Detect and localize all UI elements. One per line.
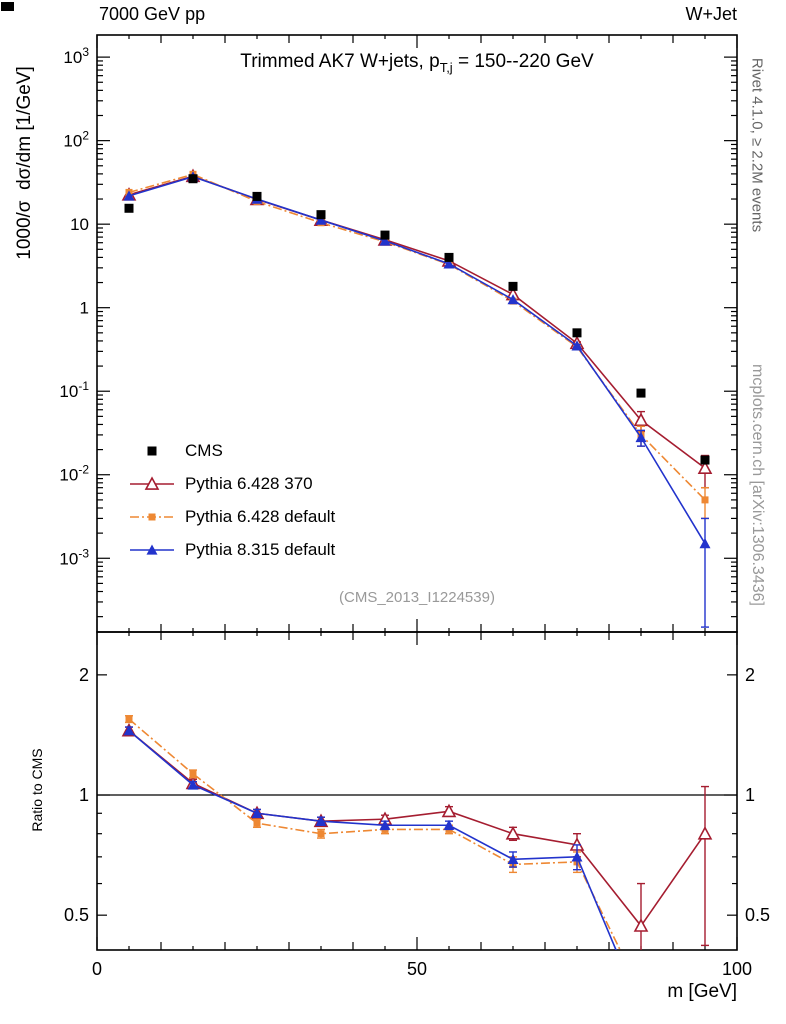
- svg-text:10-1: 10-1: [59, 379, 89, 401]
- x-axis-title: m [GeV]: [667, 981, 737, 1002]
- svg-text:1: 1: [745, 785, 755, 805]
- ratio-panel-series: [97, 715, 737, 950]
- legend-label-pythia6-default: Pythia 6.428 default: [185, 506, 336, 526]
- svg-text:103: 103: [63, 45, 89, 67]
- analysis-watermark: (CMS_2013_I1224539): [339, 589, 495, 606]
- plot-title: Trimmed AK7 W+jets, pT,j = 150--220 GeV: [97, 51, 737, 75]
- legend: CMS Pythia 6.428 370 Pythia 6.428 defaul…: [128, 434, 335, 566]
- legend-label-pythia6-370: Pythia 6.428 370: [185, 473, 313, 493]
- rivet-version-note: Rivet 4.1.0, ≥ 2.2M events: [748, 57, 766, 233]
- svg-text:102: 102: [63, 129, 89, 151]
- svg-text:2: 2: [745, 665, 755, 685]
- corner-mark: [1, 2, 14, 11]
- svg-text:0.5: 0.5: [745, 905, 770, 925]
- legend-label-cms: CMS: [185, 440, 223, 460]
- plot-title-post: = 150--220 GeV: [452, 51, 594, 72]
- svg-text:100: 100: [722, 959, 752, 979]
- svg-text:10-2: 10-2: [59, 463, 89, 485]
- legend-marker-pythia6-370-icon: [130, 475, 174, 490]
- axes: [96, 34, 738, 951]
- legend-label-pythia8-default: Pythia 8.315 default: [185, 539, 336, 559]
- series-ratio-3: [123, 725, 617, 950]
- plot-title-subscript: T,j: [439, 59, 453, 75]
- series-ratio-1: [121, 722, 713, 950]
- main-panel-series: [121, 168, 713, 628]
- series-main-3: [123, 171, 711, 628]
- legend-row-pythia6-default: Pythia 6.428 default: [128, 500, 335, 533]
- mcplots-reference-note: mcplots.cern.ch [arXiv:1306.3436]: [749, 364, 766, 606]
- legend-marker-pythia6-default-icon: [130, 513, 174, 520]
- beam-energy-label: 7000 GeV pp: [99, 4, 206, 24]
- legend-marker-cms-icon: [147, 446, 157, 455]
- svg-text:2: 2: [79, 665, 89, 685]
- svg-text:10-3: 10-3: [59, 546, 89, 568]
- series-main-0: [124, 174, 710, 465]
- svg-text:0: 0: [92, 959, 102, 979]
- y-axis-title: 1000/σ dσ/dm [1/GeV]: [14, 66, 35, 260]
- svg-text:50: 50: [407, 959, 427, 979]
- svg-text:0.5: 0.5: [64, 905, 89, 925]
- svg-text:10: 10: [70, 215, 89, 234]
- process-label: W+Jet: [685, 4, 737, 24]
- ratio-axis-title: Ratio to CMS: [29, 748, 45, 832]
- legend-row-pythia6-370: Pythia 6.428 370: [128, 467, 335, 500]
- svg-text:1: 1: [80, 299, 89, 318]
- svg-text:1: 1: [79, 785, 89, 805]
- legend-marker-pythia8-default-icon: [130, 544, 174, 555]
- legend-row-cms: CMS: [128, 434, 335, 467]
- legend-row-pythia8-default: Pythia 8.315 default: [128, 533, 335, 566]
- plot-title-pre: Trimmed AK7 W+jets, p: [240, 51, 440, 72]
